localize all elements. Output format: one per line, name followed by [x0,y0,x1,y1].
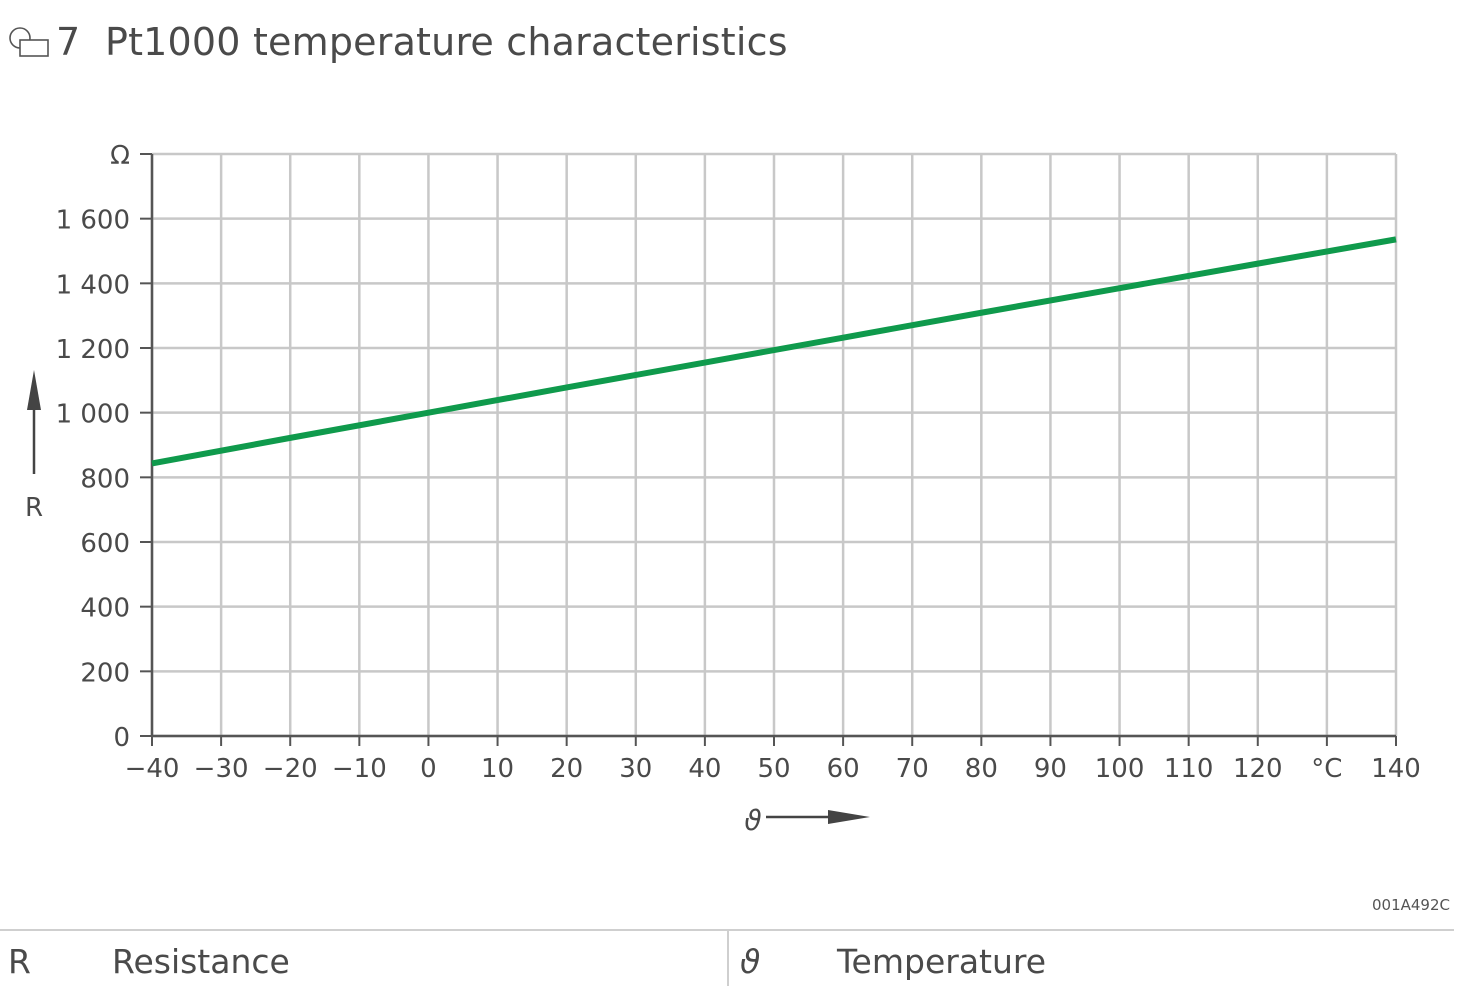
x-axis-label: ϑ [744,804,761,837]
symbol-legend: R Resistance ϑ Temperature [0,929,1454,986]
x-tick-label: −40 [125,754,180,784]
figure-icon [9,27,49,57]
x-tick-label: 0 [420,754,437,784]
x-tick-label: 80 [965,754,998,784]
y-tick-label: 0 [113,723,130,753]
x-tick-label: 60 [827,754,860,784]
figure-number: 7 [56,20,81,64]
y-axis-label: R [25,493,43,523]
legend-description-resistance: Resistance [112,941,290,981]
x-tick-label: 100 [1095,754,1145,784]
x-tick-label: 10 [481,754,514,784]
y-tick-label: 1 200 [56,335,130,365]
x-tick-label: 50 [757,754,790,784]
x-tick-label: 120 [1233,754,1283,784]
resistance-temperature-chart: −40 −30 −20 −10 0 10 20 30 40 50 60 70 80 90 100 110 120… [25,141,1421,837]
x-tick-label: 110 [1164,754,1214,784]
legend-description-temperature: Temperature [837,941,1047,981]
y-tick-label: 1 400 [56,270,130,300]
y-tick-label: 600 [80,529,130,559]
y-tick-label: Ω [110,141,130,171]
x-tick-label: −10 [332,754,387,784]
y-tick-label: 1 600 [56,206,130,236]
x-tick-label: 90 [1034,754,1067,784]
figure-header: 7 Pt1000 temperature characteristics [6,14,788,70]
y-tick-label: 800 [80,464,130,494]
series-line [151,236,1397,467]
y-tick-label: 400 [80,594,130,624]
x-tick-label: 140 [1371,754,1421,784]
x-tick-label: 40 [688,754,721,784]
legend-symbol-resistance: R [8,941,31,981]
x-tick-label: 30 [619,754,652,784]
figure-title: 7 Pt1000 temperature characteristics [56,20,788,64]
y-tick-label: 1 000 [56,400,130,430]
x-tick-label: °C [1311,754,1342,784]
y-axis-arrow-head [27,370,41,410]
x-tick-label: 70 [896,754,929,784]
x-tick-label: −30 [194,754,249,784]
x-tick-label: 20 [550,754,583,784]
legend-divider [727,931,729,986]
legend-symbol-temperature: ϑ [740,941,761,981]
x-tick-label: −20 [263,754,318,784]
y-tick-label: 200 [80,658,130,688]
x-axis-arrow-head [828,810,870,824]
figure-title-text: Pt1000 temperature characteristics [104,20,788,64]
figure-code: 001A492C [1372,896,1450,914]
